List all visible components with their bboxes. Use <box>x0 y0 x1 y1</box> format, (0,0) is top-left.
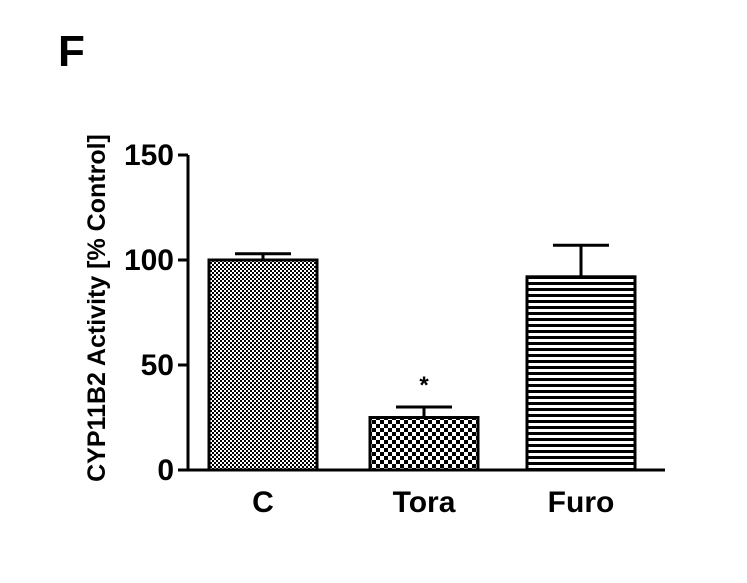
y-tick-label: 50 <box>141 349 174 382</box>
y-tick-label: 0 <box>157 454 174 487</box>
panel-label: F <box>58 27 85 76</box>
x-tick-label-tora: Tora <box>393 486 456 519</box>
y-axis-label: CYP11B2 Activity [% Control] <box>83 134 111 482</box>
x-tick-label-c: C <box>252 486 274 519</box>
y-tick-label: 150 <box>124 139 174 172</box>
plot-area: 0 50 100 150 C * Tora Furo <box>124 139 665 519</box>
significance-mark: * <box>419 372 429 399</box>
bar-c <box>207 258 319 472</box>
bar-tora <box>368 416 480 472</box>
y-tick-label: 100 <box>124 244 174 277</box>
x-tick-label-furo: Furo <box>548 486 615 519</box>
bar-furo <box>525 275 637 472</box>
